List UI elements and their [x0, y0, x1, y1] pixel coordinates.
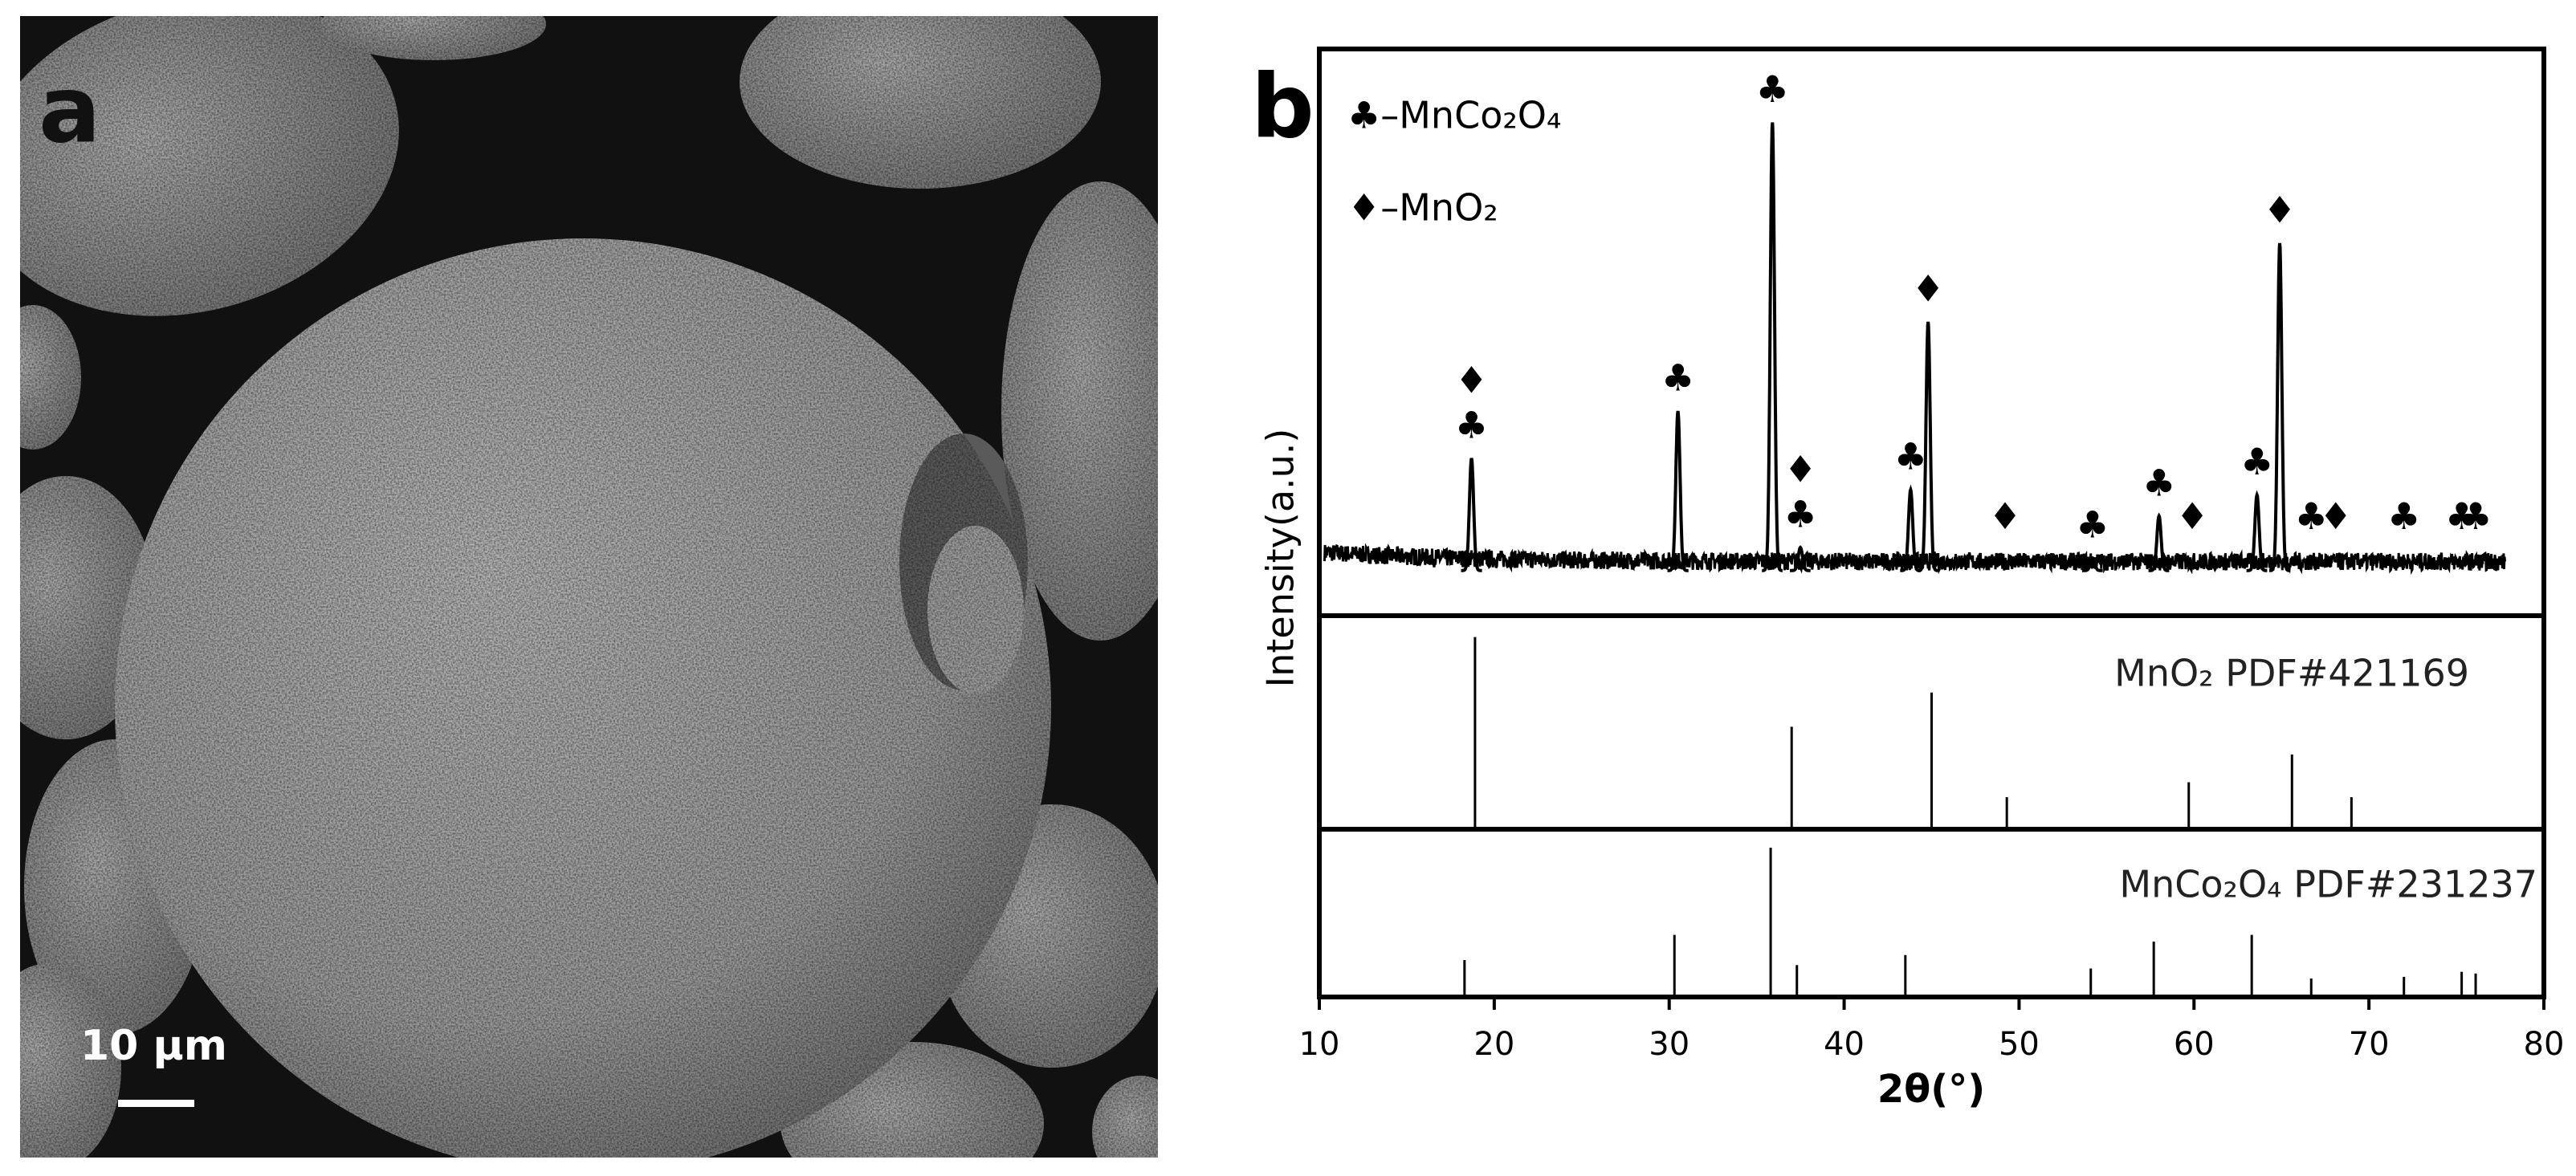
legend-entry: ♦–MnO₂ [1347, 186, 1498, 230]
x-tick-label: 40 [1824, 1026, 1865, 1063]
x-tick-label: 80 [2524, 1026, 2565, 1063]
diffraction-peak [1900, 484, 1921, 572]
diffraction-peak [1762, 122, 1783, 572]
diffraction-peak [2081, 555, 2103, 572]
phase-marker: ♣ [2240, 440, 2273, 483]
diffraction-peak [1790, 545, 1811, 572]
phase-marker: ♣ [1661, 356, 1694, 400]
x-tick-label: 60 [2174, 1026, 2215, 1063]
phase-marker: ♦ [2263, 188, 2296, 231]
phase-marker: ♣ [2445, 494, 2478, 538]
phase-marker: ♣ [2459, 494, 2492, 538]
phase-marker: ♦ [2319, 494, 2352, 538]
diffraction-peak [2148, 512, 2170, 572]
phase-marker: ♣ [1783, 493, 1816, 536]
panel-frame [1317, 827, 2546, 999]
phase-marker: ♦ [1988, 494, 2021, 538]
scale-bar-label: 10 μm [80, 1022, 227, 1070]
reference-label: MnCo₂O₄ PDF#231237 [2119, 863, 2537, 906]
phase-marker: ♣ [1756, 67, 1789, 111]
x-tick-label: 10 [1299, 1026, 1340, 1063]
diffraction-peak [1667, 410, 1689, 572]
scale-bar [118, 1100, 194, 1107]
diffraction-peak [1461, 458, 1482, 572]
diffraction-peak [2269, 242, 2291, 572]
phase-marker: ♣ [1894, 435, 1927, 478]
x-tick-label: 70 [2349, 1026, 2390, 1063]
x-tick-label: 30 [1649, 1026, 1689, 1063]
phase-marker: ♣ [2295, 494, 2328, 538]
legend-entry: ♣–MnCo₂O₄ [1347, 94, 1561, 137]
diffraction-peak [1918, 321, 1938, 572]
phase-marker: ♦ [1455, 358, 1488, 401]
panel-label: a [39, 57, 101, 165]
panel-label: b [1251, 55, 1314, 157]
phase-marker: ♣ [2142, 461, 2175, 504]
x-tick-label: 50 [1999, 1026, 2040, 1063]
phase-marker: ♣ [2387, 494, 2420, 538]
phase-marker: ♦ [1783, 448, 1816, 491]
x-tick-label: 20 [1473, 1026, 1514, 1063]
reference-label: MnO₂ PDF#421169 [2114, 652, 2469, 695]
x-axis-label: 2θ(°) [1877, 1067, 1985, 1112]
phase-marker: ♣ [2076, 503, 2109, 547]
diffraction-peak [2246, 490, 2268, 572]
phase-marker: ♦ [1912, 267, 1945, 310]
phase-marker: ♦ [2175, 494, 2208, 538]
phase-marker: ♣ [1455, 403, 1488, 446]
y-axis-label: Intensity(a.u.) [1259, 429, 1302, 688]
sem-image: a 10 μm [20, 16, 1158, 1158]
